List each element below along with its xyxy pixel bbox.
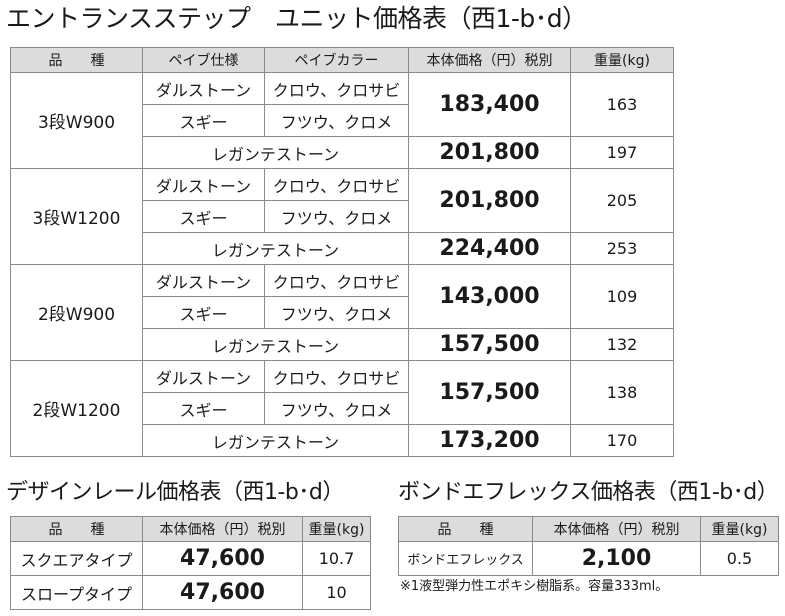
- header-weight: 重量(kg): [570, 47, 674, 73]
- price-cell: 201,800: [408, 168, 571, 233]
- header-kind: 品 種: [398, 516, 533, 542]
- kind-cell: 2段W900: [10, 264, 143, 361]
- bond-table-title: ボンドエフレックス価格表（西1-b･d）: [398, 480, 779, 505]
- header-weight: 重量(kg): [302, 516, 371, 542]
- price-cell: 143,000: [408, 264, 571, 329]
- table-row: レガンテストーン 157,500 132: [11, 328, 674, 361]
- weight-cell: 253: [570, 232, 674, 265]
- table-row: 2段W900 ダルストーン クロウ、クロサビ 143,000 109: [10, 264, 674, 361]
- header-kind: 品 種: [10, 516, 143, 542]
- legant-spec-cell: レガンテストーン: [142, 136, 409, 169]
- main-table-title: エントランスステップ ユニット価格表（西1-b･d）: [6, 4, 587, 33]
- kind-cell: 2段W1200: [10, 360, 143, 457]
- color-cell: クロウ、クロサビ: [264, 168, 409, 201]
- header-row: 品 種 本体価格（円）税別 重量(kg): [398, 516, 779, 542]
- weight-cell: 132: [570, 328, 674, 361]
- spec-cell: スギー: [142, 296, 265, 329]
- kind-cell: 3段W1200: [10, 168, 143, 265]
- spec-cell: スギー: [142, 104, 265, 137]
- table-row: ボンドエフレックス 2,100 0.5: [398, 541, 779, 576]
- header-price: 本体価格（円）税別: [532, 516, 701, 542]
- color-cell: クロウ、クロサビ: [264, 360, 409, 393]
- kind-cell: スロープタイプ: [10, 575, 143, 610]
- header-kind: 品 種: [10, 47, 143, 73]
- table-row: 3段W900 ダルストーン クロウ、クロサビ 183,400 163: [10, 72, 674, 169]
- table-row: スクエアタイプ 47,600 10.7: [10, 541, 371, 576]
- color-cell: クロウ、クロサビ: [264, 264, 409, 297]
- weight-cell: 170: [570, 424, 674, 457]
- entrance-step-price-table: 品 種 ペイブ仕様 ペイブカラー 本体価格（円）税別 重量(kg) 3段W900…: [10, 47, 674, 457]
- table-row: スギー フツウ、クロメ: [11, 200, 674, 233]
- table-row: スギー フツウ、クロメ: [11, 296, 674, 329]
- weight-cell: 0.5: [700, 541, 779, 576]
- table-row: レガンテストーン 173,200 170: [11, 424, 674, 457]
- table-row: 3段W1200 ダルストーン クロウ、クロサビ 201,800 205: [10, 168, 674, 265]
- color-cell: クロウ、クロサビ: [264, 72, 409, 105]
- color-cell: フツウ、クロメ: [264, 200, 409, 233]
- kind-cell: 3段W900: [10, 72, 143, 169]
- price-cell: 47,600: [142, 575, 303, 610]
- color-cell: フツウ、クロメ: [264, 296, 409, 329]
- weight-cell: 197: [570, 136, 674, 169]
- table-row: 2段W1200 ダルストーン クロウ、クロサビ 157,500 138: [10, 360, 674, 457]
- price-cell: 47,600: [142, 541, 303, 576]
- spec-cell: ダルストーン: [142, 168, 265, 201]
- header-pipe-spec: ペイブ仕様: [142, 47, 265, 73]
- legant-spec-cell: レガンテストーン: [142, 328, 409, 361]
- price-cell: 201,800: [408, 136, 571, 169]
- legant-spec-cell: レガンテストーン: [142, 232, 409, 265]
- header-row: 品 種 本体価格（円）税別 重量(kg): [10, 516, 371, 542]
- header-price: 本体価格（円）税別: [408, 47, 571, 73]
- header-pipe-color: ペイブカラー: [264, 47, 409, 73]
- spec-cell: ダルストーン: [142, 360, 265, 393]
- color-cell: フツウ、クロメ: [264, 104, 409, 137]
- spec-cell: ダルストーン: [142, 264, 265, 297]
- table-row: スギー フツウ、クロメ: [11, 104, 674, 137]
- price-cell: 224,400: [408, 232, 571, 265]
- table-row: レガンテストーン 224,400 253: [11, 232, 674, 265]
- bond-eflex-price-table: 品 種 本体価格（円）税別 重量(kg) ボンドエフレックス 2,100 0.5: [398, 516, 779, 576]
- bond-note: ※1液型弾力性エポキシ樹脂系。容量333ml。: [400, 579, 669, 594]
- price-cell: 2,100: [532, 541, 701, 576]
- price-cell: 173,200: [408, 424, 571, 457]
- kind-cell: スクエアタイプ: [10, 541, 143, 576]
- price-cell: 157,500: [408, 328, 571, 361]
- color-cell: フツウ、クロメ: [264, 392, 409, 425]
- weight-cell: 205: [570, 168, 674, 233]
- weight-cell: 138: [570, 360, 674, 425]
- weight-cell: 10.7: [302, 541, 371, 576]
- table-row: レガンテストーン 201,800 197: [11, 136, 674, 169]
- spec-cell: スギー: [142, 200, 265, 233]
- header-weight: 重量(kg): [700, 516, 779, 542]
- price-cell: 183,400: [408, 72, 571, 137]
- weight-cell: 10: [302, 575, 371, 610]
- design-rail-price-table: 品 種 本体価格（円）税別 重量(kg) スクエアタイプ 47,600 10.7…: [10, 516, 371, 610]
- header-price: 本体価格（円）税別: [142, 516, 303, 542]
- price-cell: 157,500: [408, 360, 571, 425]
- header-row: 品 種 ペイブ仕様 ペイブカラー 本体価格（円）税別 重量(kg): [10, 47, 674, 73]
- weight-cell: 109: [570, 264, 674, 329]
- spec-cell: ダルストーン: [142, 72, 265, 105]
- rail-table-title: デザインレール価格表（西1-b･d）: [6, 480, 344, 505]
- table-row: スロープタイプ 47,600 10: [10, 575, 371, 610]
- weight-cell: 163: [570, 72, 674, 137]
- kind-cell: ボンドエフレックス: [398, 541, 533, 576]
- legant-spec-cell: レガンテストーン: [142, 424, 409, 457]
- spec-cell: スギー: [142, 392, 265, 425]
